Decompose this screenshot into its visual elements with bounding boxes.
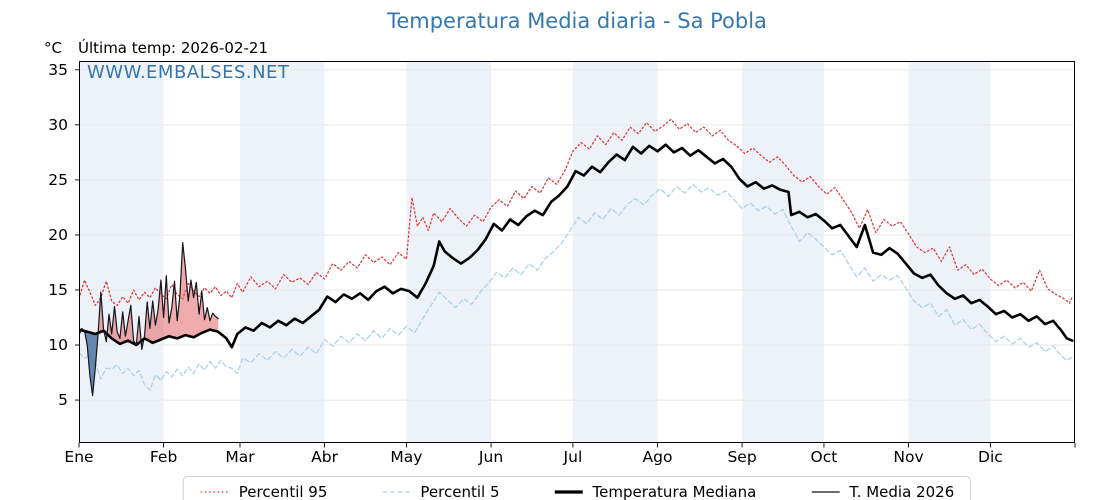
- x-tick-label: Feb: [149, 448, 178, 466]
- legend-item-percentil-5: Percentil 5: [381, 483, 499, 500]
- y-tick-label: 5: [58, 391, 68, 410]
- x-tick-label: Sep: [727, 448, 757, 466]
- x-tick-label: Oct: [810, 448, 838, 466]
- legend-label: Percentil 5: [420, 483, 500, 500]
- y-tick-label: 35: [48, 60, 68, 79]
- watermark: WWW.EMBALSES.NET: [87, 62, 290, 83]
- x-tick-label: Ene: [64, 448, 94, 466]
- x-tick-label: Dic: [978, 448, 1003, 466]
- y-tick-label: 20: [48, 225, 68, 244]
- x-tick-label: Jul: [563, 448, 583, 466]
- y-tick-label: 15: [48, 280, 68, 299]
- percentil-95-line-swatch: [200, 491, 229, 493]
- t-media-2026-line-swatch: [811, 491, 840, 493]
- y-axis-unit-label: °C: [44, 39, 62, 57]
- legend-label: Temperatura Mediana: [592, 483, 757, 500]
- x-tick-label: Mar: [225, 448, 255, 466]
- legend-item-percentil-95: Percentil 95: [200, 483, 328, 500]
- legend-label: T. Media 2026: [849, 483, 955, 500]
- legend-item-mediana: Temperatura Mediana: [553, 483, 756, 500]
- legend-label: Percentil 95: [238, 483, 328, 500]
- mediana-line-swatch: [554, 490, 583, 494]
- y-tick-label: 25: [48, 170, 68, 189]
- chart-title: Temperatura Media diaria - Sa Pobla: [387, 9, 767, 33]
- x-tick-label: Ago: [642, 448, 673, 466]
- y-tick-label: 10: [48, 336, 68, 355]
- legend: Percentil 95 Percentil 5 Temperatura Med…: [182, 476, 972, 500]
- x-tick-label: May: [390, 448, 423, 466]
- legend-item-t-media-2026: T. Media 2026: [810, 483, 954, 500]
- x-tick-label: Jun: [478, 448, 504, 466]
- y-tick-label: 30: [48, 115, 68, 134]
- x-tick-label: Abr: [311, 448, 338, 466]
- last-temp-annotation: Última temp: 2026-02-21: [78, 39, 269, 57]
- x-tick-label: Nov: [893, 448, 924, 466]
- percentil-5-line-swatch: [382, 491, 411, 493]
